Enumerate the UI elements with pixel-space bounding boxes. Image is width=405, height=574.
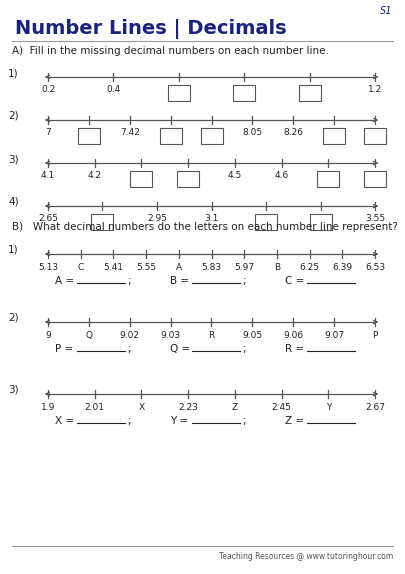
Text: 4.1: 4.1 bbox=[41, 171, 55, 180]
Bar bbox=[309, 214, 332, 230]
Text: 9.05: 9.05 bbox=[242, 331, 262, 340]
Text: Y =: Y = bbox=[170, 416, 188, 426]
Text: ;: ; bbox=[242, 276, 245, 286]
Text: X: X bbox=[139, 403, 145, 412]
Bar bbox=[177, 171, 199, 187]
Text: 5.13: 5.13 bbox=[38, 263, 58, 272]
Text: 2): 2) bbox=[8, 111, 19, 121]
Text: 1.9: 1.9 bbox=[41, 403, 55, 412]
Bar bbox=[317, 171, 339, 187]
Text: A)  Fill in the missing decimal numbers on each number line.: A) Fill in the missing decimal numbers o… bbox=[12, 46, 329, 56]
Text: 5.83: 5.83 bbox=[201, 263, 222, 272]
Text: S1: S1 bbox=[379, 6, 392, 16]
Text: B =: B = bbox=[170, 276, 189, 286]
Text: ;: ; bbox=[127, 416, 131, 426]
Bar bbox=[78, 128, 100, 144]
Text: Teaching Resources @ www.tutoringhour.com: Teaching Resources @ www.tutoringhour.co… bbox=[219, 552, 393, 561]
Text: 6.53: 6.53 bbox=[365, 263, 385, 272]
Bar bbox=[233, 85, 255, 101]
Text: 4.2: 4.2 bbox=[87, 171, 102, 180]
Text: 6.25: 6.25 bbox=[300, 263, 320, 272]
Text: 3): 3) bbox=[8, 154, 19, 164]
Text: 1): 1) bbox=[8, 68, 19, 78]
Text: 4.5: 4.5 bbox=[228, 171, 242, 180]
Text: C =: C = bbox=[285, 276, 305, 286]
Bar bbox=[298, 85, 321, 101]
Text: 5.55: 5.55 bbox=[136, 263, 156, 272]
Text: 1.2: 1.2 bbox=[368, 85, 382, 94]
Text: P =: P = bbox=[55, 344, 73, 354]
Text: 4): 4) bbox=[8, 197, 19, 207]
Text: 1): 1) bbox=[8, 245, 19, 255]
Text: 9.02: 9.02 bbox=[120, 331, 140, 340]
Text: 9.03: 9.03 bbox=[160, 331, 181, 340]
Text: 3.1: 3.1 bbox=[204, 214, 219, 223]
Bar bbox=[364, 128, 386, 144]
Text: 2.23: 2.23 bbox=[178, 403, 198, 412]
Bar bbox=[255, 214, 277, 230]
Bar bbox=[200, 128, 222, 144]
Text: 0.2: 0.2 bbox=[41, 85, 55, 94]
Text: B)   What decimal numbers do the letters on each number line represent?: B) What decimal numbers do the letters o… bbox=[12, 222, 398, 232]
Text: C: C bbox=[78, 263, 84, 272]
Text: Z =: Z = bbox=[285, 416, 304, 426]
Text: X =: X = bbox=[55, 416, 74, 426]
Text: 3.55: 3.55 bbox=[365, 214, 385, 223]
Text: 2.45: 2.45 bbox=[272, 403, 292, 412]
Text: A =: A = bbox=[55, 276, 74, 286]
Text: R: R bbox=[209, 331, 215, 340]
Text: 7.42: 7.42 bbox=[120, 128, 140, 137]
Text: 5.41: 5.41 bbox=[103, 263, 124, 272]
Bar bbox=[168, 85, 190, 101]
Text: R =: R = bbox=[285, 344, 304, 354]
Text: 4.6: 4.6 bbox=[275, 171, 289, 180]
Text: 2.67: 2.67 bbox=[365, 403, 385, 412]
Text: A: A bbox=[176, 263, 182, 272]
Text: 2): 2) bbox=[8, 313, 19, 323]
Text: 9: 9 bbox=[45, 331, 51, 340]
Text: 5.97: 5.97 bbox=[234, 263, 254, 272]
Text: ;: ; bbox=[127, 344, 131, 354]
Text: ;: ; bbox=[242, 344, 245, 354]
Text: 8.05: 8.05 bbox=[242, 128, 262, 137]
Text: Q =: Q = bbox=[170, 344, 190, 354]
Text: B: B bbox=[274, 263, 280, 272]
Text: 2.65: 2.65 bbox=[38, 214, 58, 223]
Text: 0.4: 0.4 bbox=[106, 85, 121, 94]
Text: Number Lines | Decimals: Number Lines | Decimals bbox=[15, 19, 287, 39]
Bar bbox=[364, 171, 386, 187]
Text: Q: Q bbox=[85, 331, 92, 340]
Text: ;: ; bbox=[127, 276, 131, 286]
Text: Z: Z bbox=[232, 403, 238, 412]
Text: Y: Y bbox=[326, 403, 331, 412]
Bar bbox=[323, 128, 345, 144]
Text: 8.26: 8.26 bbox=[283, 128, 303, 137]
Text: 9.06: 9.06 bbox=[283, 331, 303, 340]
Text: 2.01: 2.01 bbox=[85, 403, 105, 412]
Bar bbox=[130, 171, 152, 187]
Text: P: P bbox=[372, 331, 378, 340]
Text: 7: 7 bbox=[45, 128, 51, 137]
Bar bbox=[160, 128, 181, 144]
Bar bbox=[92, 214, 113, 230]
Text: 6.39: 6.39 bbox=[332, 263, 352, 272]
Text: ;: ; bbox=[242, 416, 245, 426]
Text: 2.95: 2.95 bbox=[147, 214, 167, 223]
Text: 3): 3) bbox=[8, 385, 19, 395]
Text: 9.07: 9.07 bbox=[324, 331, 344, 340]
